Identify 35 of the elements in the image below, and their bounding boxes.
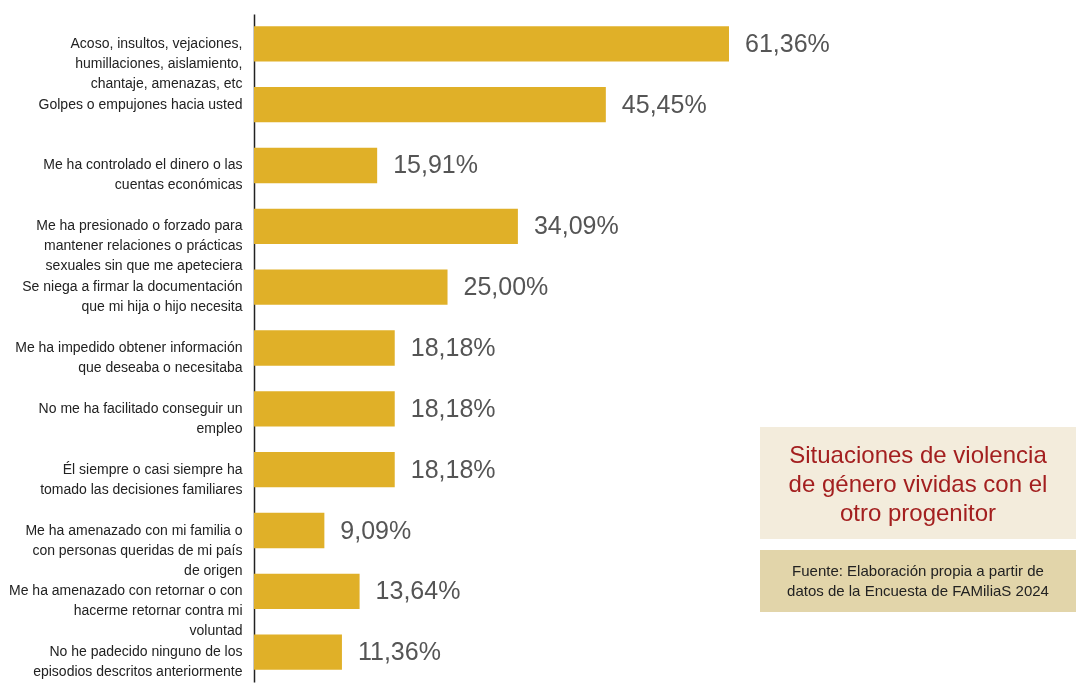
data-label: 34,09% xyxy=(533,211,619,240)
data-label: 25,00% xyxy=(463,272,549,301)
y-tick-label: Se niega a firmar la documentación que mi hija o hijo necesita xyxy=(22,278,243,315)
bar xyxy=(254,208,518,244)
bar xyxy=(254,87,606,123)
y-tick-label: Él siempre o casi siempre ha tomado las decisiones familiares xyxy=(40,460,243,497)
data-label: 18,18% xyxy=(410,393,496,422)
data-label: 45,45% xyxy=(621,89,707,118)
y-tick-label: Acoso, insultos, vejaciones, humillaciones, aislamiento, chantaje, amenazas, etc xyxy=(70,34,243,91)
y-tick-label: Me ha amenazado con retornar o con hacerme retornar contra mi voluntad xyxy=(9,582,243,639)
data-label: 15,91% xyxy=(393,150,478,179)
data-label: 18,18% xyxy=(410,454,496,483)
y-tick-label: Me ha presionado o forzado para mantener relaciones o prácticas sexuales sin que me apeteciera xyxy=(36,217,243,274)
y-tick-label: Golpes o empujones hacia usted xyxy=(38,95,243,112)
data-label: 9,09% xyxy=(340,515,412,544)
data-label: 13,64% xyxy=(375,576,461,605)
y-tick-label: No he padecido ninguno de los episodios descritos anteriormente xyxy=(33,643,243,680)
bar xyxy=(254,452,395,488)
data-label: 61,36% xyxy=(745,28,830,57)
bar xyxy=(254,26,729,62)
y-tick-label: Me ha amenazado con mi familia o con personas queridas de mi país de origen xyxy=(25,521,243,578)
bar xyxy=(254,634,342,670)
bar xyxy=(254,573,360,609)
bar xyxy=(254,269,448,305)
bar xyxy=(254,147,378,184)
bar xyxy=(254,512,325,549)
data-label: 11,36% xyxy=(357,637,441,666)
data-label: 18,18% xyxy=(410,333,496,361)
bar xyxy=(254,330,395,366)
y-tick-label: No me ha facilitado conseguir un empleo xyxy=(38,399,243,436)
y-tick-label: Me ha impedido obtener información que deseaba o necesitaba xyxy=(15,339,243,375)
bar xyxy=(254,391,395,427)
text: Situaciones de violencia de género vividas con el otro progenitor xyxy=(760,427,1076,539)
y-tick-label: Me ha controlado el dinero o las cuentas económicas xyxy=(43,156,243,193)
source-note: Fuente: Elaboración propia a partir de datos de la Encuesta de FAMiliaS 2024 xyxy=(760,550,1076,612)
